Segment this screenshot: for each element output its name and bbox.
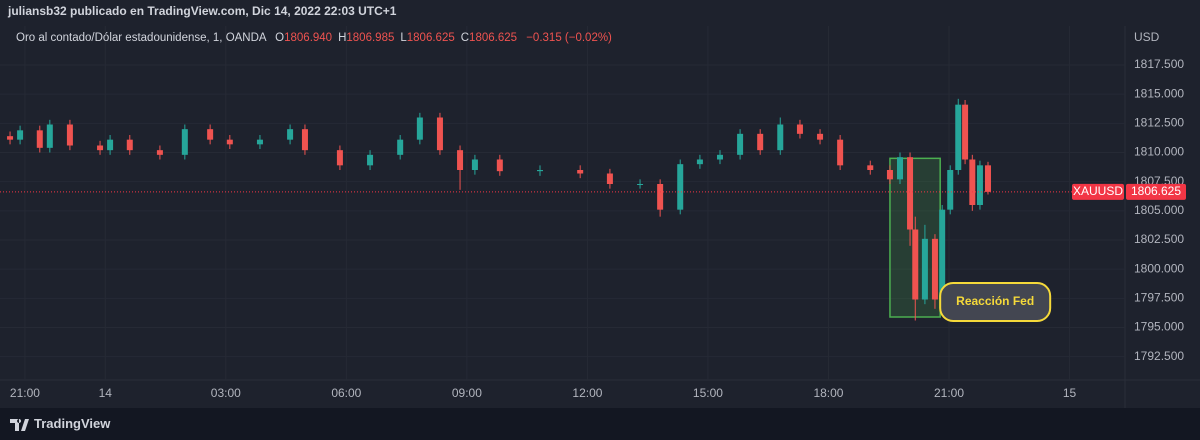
price-label: 1806.625 <box>1131 184 1181 198</box>
candle-body <box>931 238 938 300</box>
change: −0.315 (−0.02%) <box>526 32 612 44</box>
annotation-label: Reacción Fed <box>956 294 1034 308</box>
candle-body <box>126 139 133 151</box>
y-tick-label: 1800.000 <box>1134 261 1184 275</box>
callout-bg <box>939 282 1052 322</box>
candle-body <box>436 117 443 151</box>
y-tick-label: 1810.000 <box>1134 145 1184 159</box>
candle-body <box>301 129 308 151</box>
candle-body <box>912 229 919 300</box>
candle-body <box>947 170 954 210</box>
candle-body <box>7 136 14 140</box>
chart: USD 1792.500 1795.000 1797.500 1800.000 1802.… <box>0 26 1200 408</box>
symbol-tag <box>1072 183 1124 200</box>
field-value: 1806.625 <box>469 32 518 44</box>
footer: TradingView <box>0 408 1200 440</box>
candle-body <box>207 129 214 140</box>
currency: USD <box>1134 30 1160 44</box>
y-tick-label: 1805.000 <box>1134 203 1184 217</box>
y-tick-label: 1817.500 <box>1134 57 1184 71</box>
candle-body <box>226 139 233 145</box>
y-tick-label: 1802.500 <box>1134 232 1184 246</box>
candle-body <box>181 129 188 155</box>
price-tag <box>1126 183 1186 200</box>
field-key: C <box>460 32 470 44</box>
x-tick-label: 12:00 <box>572 386 602 400</box>
candle-body <box>677 164 684 210</box>
legend-header: Oro al contado/Dólar estadounidense, 1, … <box>16 32 612 44</box>
x-tick-label: 21:00 <box>10 386 40 400</box>
field-key: H <box>338 32 347 44</box>
ohlc-fields: O1806.940 H1806.985 L1806.625 C1806.625 <box>269 32 517 44</box>
x-tick-label: 15 <box>1063 386 1077 400</box>
candle-body <box>66 124 73 146</box>
candle-body <box>367 154 374 166</box>
candle-body <box>717 154 723 160</box>
x-tick-label: 21:00 <box>934 386 964 400</box>
candle-body <box>969 159 976 205</box>
x-tick-label: 06:00 <box>331 386 361 400</box>
footer-logo: TradingView <box>34 416 111 431</box>
candle-body <box>156 150 163 155</box>
candle-body <box>496 159 503 172</box>
candle-body <box>36 130 43 148</box>
field-value: 1806.940 <box>284 32 333 44</box>
field-key: O <box>275 32 285 44</box>
field-value: 1806.985 <box>346 32 395 44</box>
field-key: L <box>400 32 407 44</box>
y-tick-label: 1792.500 <box>1134 349 1184 363</box>
candle-body <box>606 173 613 184</box>
candle-body <box>907 157 914 230</box>
field-value: 1806.625 <box>406 32 455 44</box>
candle-body <box>17 130 24 140</box>
candle-body <box>976 165 983 205</box>
candle-body <box>757 133 764 151</box>
candle-body <box>886 170 893 180</box>
candle-body <box>867 165 874 170</box>
candle-body <box>796 124 803 134</box>
candle-body <box>737 133 744 155</box>
candle-body <box>637 184 644 185</box>
candle-body <box>537 170 543 172</box>
candle-body <box>984 165 991 192</box>
candle-body <box>256 139 263 145</box>
candle-body <box>777 124 784 151</box>
symbol: Oro al contado/Dólar estadounidense, 1, … <box>16 32 266 44</box>
candle-body <box>577 170 584 174</box>
candle-body <box>939 209 946 300</box>
symbol-label: XAUUSD <box>1073 184 1123 198</box>
candle-body <box>657 184 664 210</box>
x-tick-label: 09:00 <box>452 386 482 400</box>
candle-body <box>955 104 962 170</box>
annotation-callout: Reacción Fed <box>939 282 1052 322</box>
candle-body <box>416 117 423 140</box>
x-tick-label: 14 <box>99 386 113 400</box>
candle-body <box>107 139 114 151</box>
candle-body <box>696 159 703 165</box>
candle-body <box>962 104 969 160</box>
candle-body <box>817 133 824 140</box>
y-tick-label: 1812.500 <box>1134 116 1184 130</box>
x-tick-label: 18:00 <box>813 386 843 400</box>
candle-body <box>287 129 294 140</box>
candle-body <box>97 145 104 151</box>
x-tick-label: 15:00 <box>693 386 723 400</box>
candle-body <box>397 139 404 155</box>
candle-body <box>897 157 903 180</box>
candle-body <box>457 150 464 170</box>
x-tick-label: 03:00 <box>211 386 241 400</box>
y-tick-label: 1815.000 <box>1134 86 1184 100</box>
candle-body <box>336 150 343 166</box>
candle-body <box>921 238 928 300</box>
candle-body <box>837 139 844 166</box>
logo-icon <box>10 419 29 431</box>
candle-body <box>471 159 478 170</box>
publisher: juliansb32 publicado en TradingView.com,… <box>8 4 397 18</box>
y-tick-label: 1795.000 <box>1134 320 1184 334</box>
y-tick-label: 1797.500 <box>1134 291 1184 305</box>
candle-body <box>46 124 53 148</box>
